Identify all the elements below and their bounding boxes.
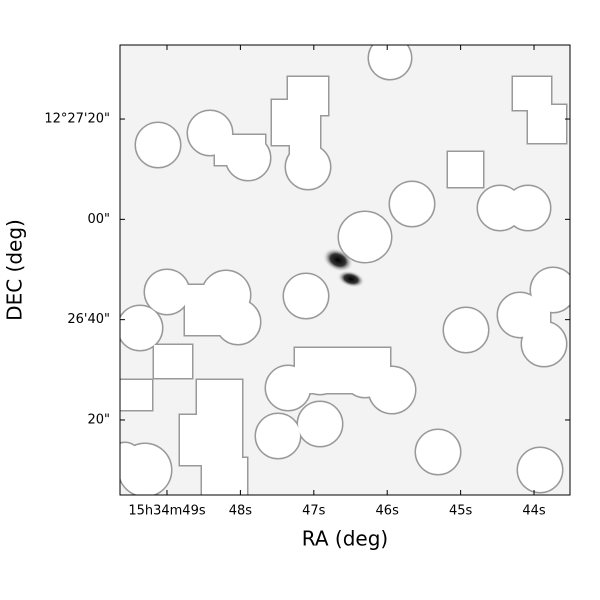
y-tick-label: 00"	[87, 212, 110, 227]
x-tick-label: 47s	[302, 504, 326, 519]
sky-image	[120, 45, 570, 495]
x-tick-label: 45s	[449, 504, 473, 519]
x-tick-label: 46s	[376, 504, 400, 519]
y-axis-title: DEC (deg)	[3, 219, 27, 321]
x-tick-label: 44s	[522, 504, 546, 519]
y-tick-label: 12°27'20"	[44, 112, 110, 127]
x-axis-title: RA (deg)	[302, 527, 388, 551]
y-tick-label: 20"	[87, 412, 110, 427]
x-tick-label: 15h34m49s	[128, 504, 206, 519]
y-tick-label: 26'40"	[67, 312, 110, 327]
x-tick-label: 48s	[229, 504, 253, 519]
plot-frame	[119, 44, 571, 496]
